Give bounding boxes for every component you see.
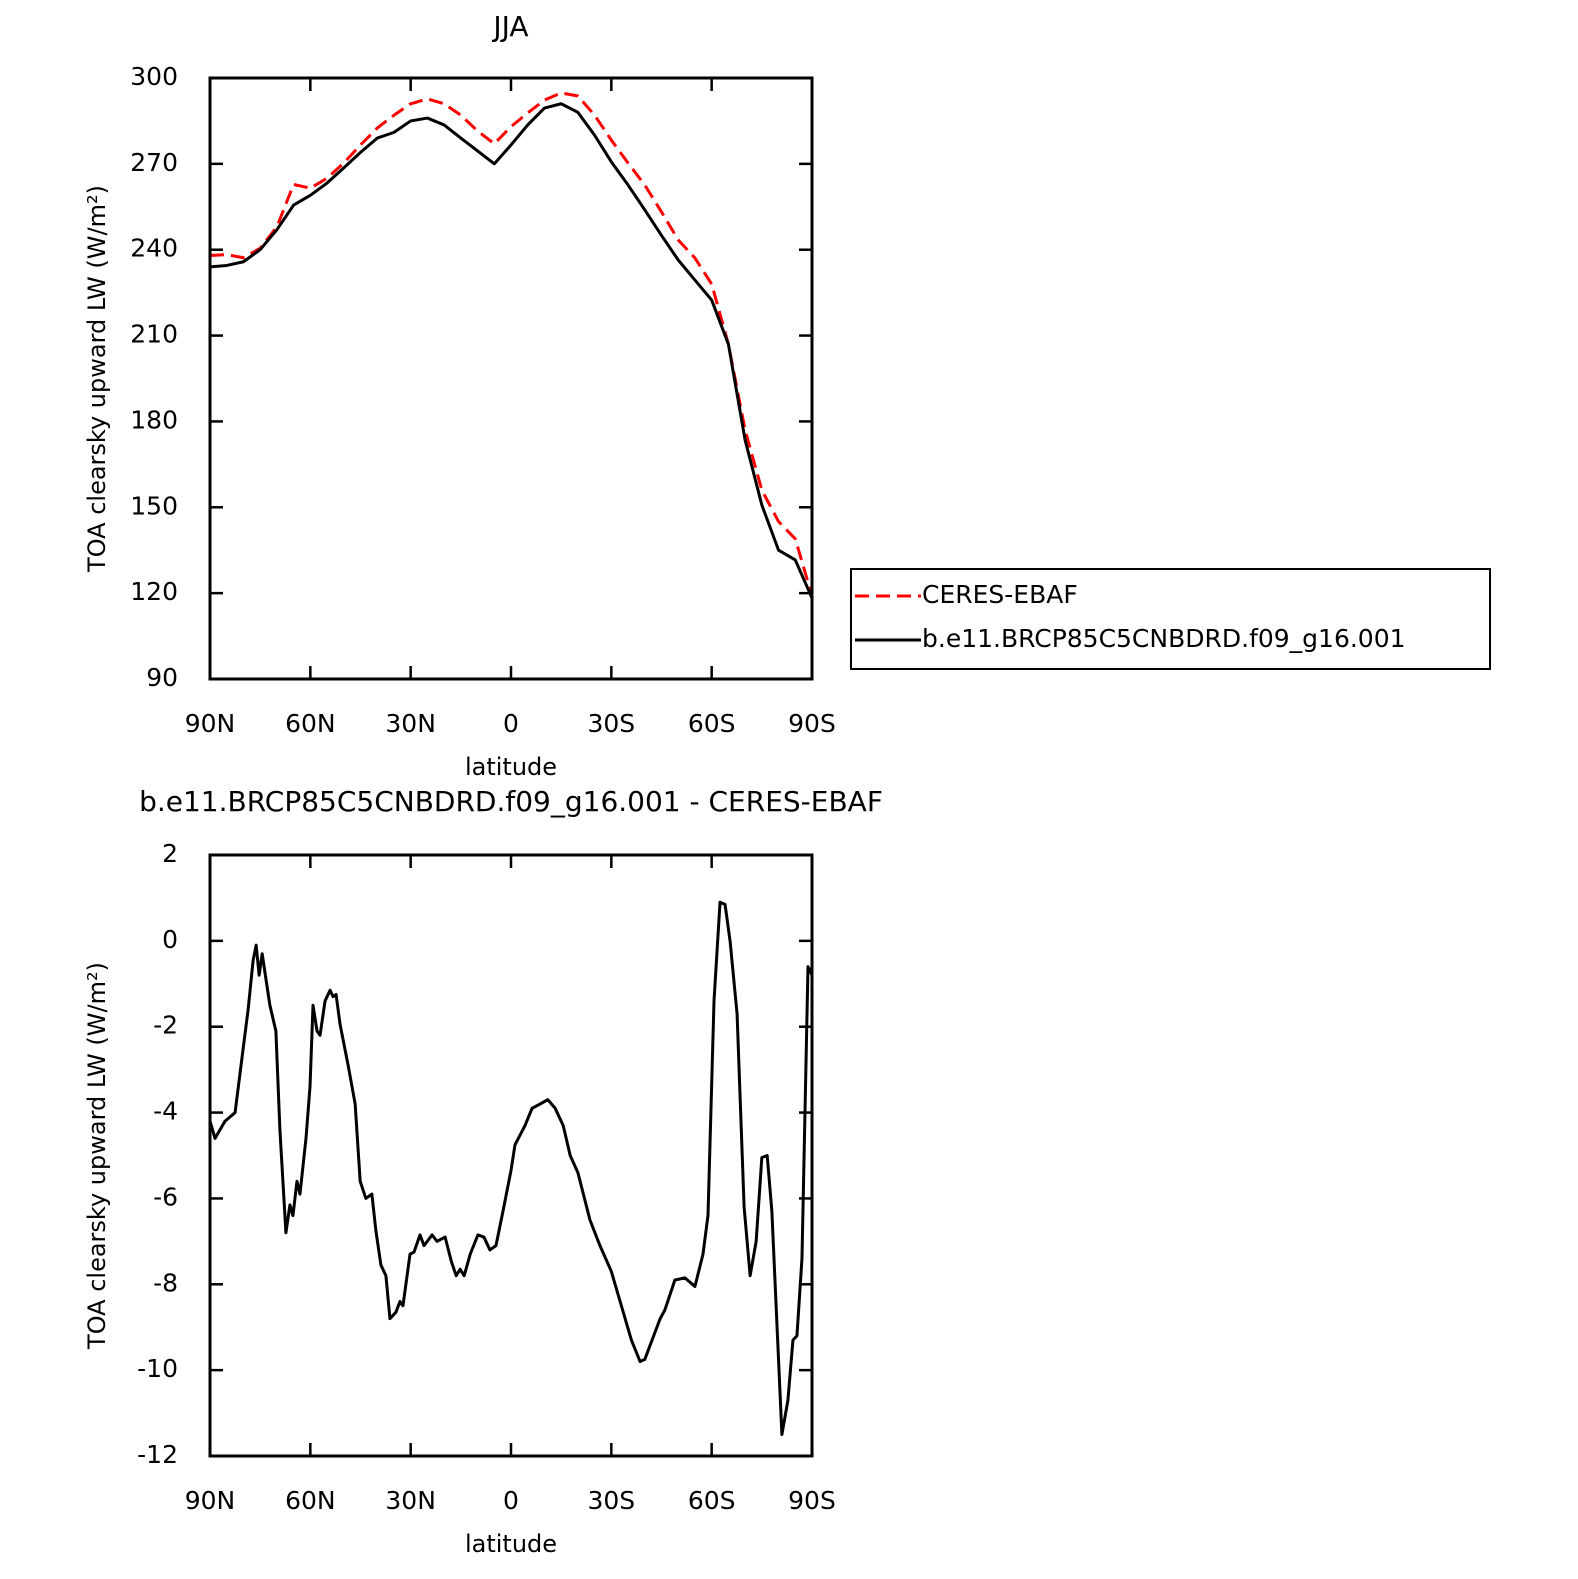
legend-box	[850, 568, 1491, 670]
data-line	[209, 102, 814, 599]
y-tick-label: 180	[130, 405, 178, 434]
y-tick-label: -12	[137, 1440, 178, 1469]
x-axis-label: latitude	[465, 753, 557, 781]
x-axis-label: latitude	[465, 1530, 557, 1558]
x-tick-label: 60S	[688, 709, 736, 738]
x-tick-label: 30N	[385, 1486, 436, 1515]
y-tick-label: -2	[153, 1011, 178, 1040]
y-tick-label: 300	[130, 62, 178, 91]
x-tick-label: 90S	[788, 1486, 836, 1515]
plot-frame	[208, 76, 814, 681]
y-tick-label: 210	[130, 320, 178, 349]
y-axis-label: TOA clearsky upward LW (W/m²)	[83, 962, 111, 1350]
plot-frame	[208, 853, 814, 1458]
y-tick-label: 240	[130, 234, 178, 263]
data-line	[208, 900, 814, 1437]
x-tick-label: 30S	[587, 709, 635, 738]
y-tick-label: -6	[153, 1182, 178, 1211]
x-tick-label: 90N	[185, 1486, 236, 1515]
legend-label: CERES-EBAF	[922, 580, 1078, 609]
y-tick-label: 2	[162, 839, 178, 868]
y-tick-label: -8	[153, 1268, 178, 1297]
y-tick-label: 90	[146, 663, 178, 692]
x-tick-label: 60N	[285, 709, 336, 738]
y-axis-label: TOA clearsky upward LW (W/m²)	[83, 185, 111, 573]
y-tick-label: 0	[162, 925, 178, 954]
chart-title: b.e11.BRCP85C5CNBDRD.f09_g16.001 - CERES…	[139, 785, 883, 818]
x-tick-label: 90N	[185, 709, 236, 738]
x-tick-label: 90S	[788, 709, 836, 738]
y-tick-label: 270	[130, 148, 178, 177]
x-tick-label: 60S	[688, 1486, 736, 1515]
y-tick-label: -4	[153, 1097, 178, 1126]
x-tick-label: 0	[503, 709, 519, 738]
y-tick-label: 150	[130, 491, 178, 520]
x-tick-label: 30S	[587, 1486, 635, 1515]
y-tick-label: 120	[130, 577, 178, 606]
chart-title: JJA	[491, 10, 528, 43]
legend-label: b.e11.BRCP85C5CNBDRD.f09_g16.001	[922, 624, 1406, 653]
x-tick-label: 0	[503, 1486, 519, 1515]
x-tick-label: 60N	[285, 1486, 336, 1515]
data-line	[209, 91, 814, 597]
x-tick-label: 30N	[385, 709, 436, 738]
y-tick-label: -10	[137, 1354, 178, 1383]
